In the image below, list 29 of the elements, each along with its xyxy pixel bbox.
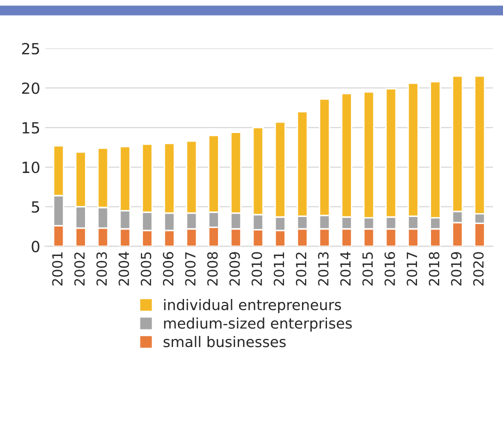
x-tick-label: 2008 [207,252,218,286]
x-tick-label: 2006 [162,252,174,286]
y-tick-label: 25 [22,42,40,54]
x-tick-label: 2009 [229,252,240,286]
x-tick-label: 2020 [473,252,484,286]
x-tick-label: 2013 [318,252,329,286]
x-tick-label: 2003 [96,252,107,286]
x-tick-label: 2007 [185,252,196,286]
x-tick-label: 2016 [384,252,396,286]
x-tick-label: 2017 [406,252,418,286]
y-tick-label: 5 [32,201,40,213]
x-tick-label: 2010 [252,252,262,286]
y-tick-label: 20 [22,82,40,94]
y-tick-label: 10 [22,162,40,174]
x-tick-label: 2018 [428,252,440,286]
x-tick-label: 2005 [140,252,152,286]
x-tick-label: 2001 [52,252,63,286]
legend-label: individual entrepreneurs [164,298,342,314]
x-tick-label: 2019 [451,252,462,286]
x-tick-label: 2011 [274,252,284,286]
x-tick-label: 2012 [296,252,306,286]
legend-label: small businesses [164,336,286,348]
legend-label: medium-sized enterprises [164,317,352,332]
x-tick-label: 2014 [340,252,351,286]
x-tick-label: 2002 [74,252,85,286]
x-tick-label: 2004 [118,252,130,286]
y-tick-label: 15 [22,122,40,134]
x-tick-label: 2015 [362,252,373,286]
y-tick-label: 0 [32,240,40,252]
